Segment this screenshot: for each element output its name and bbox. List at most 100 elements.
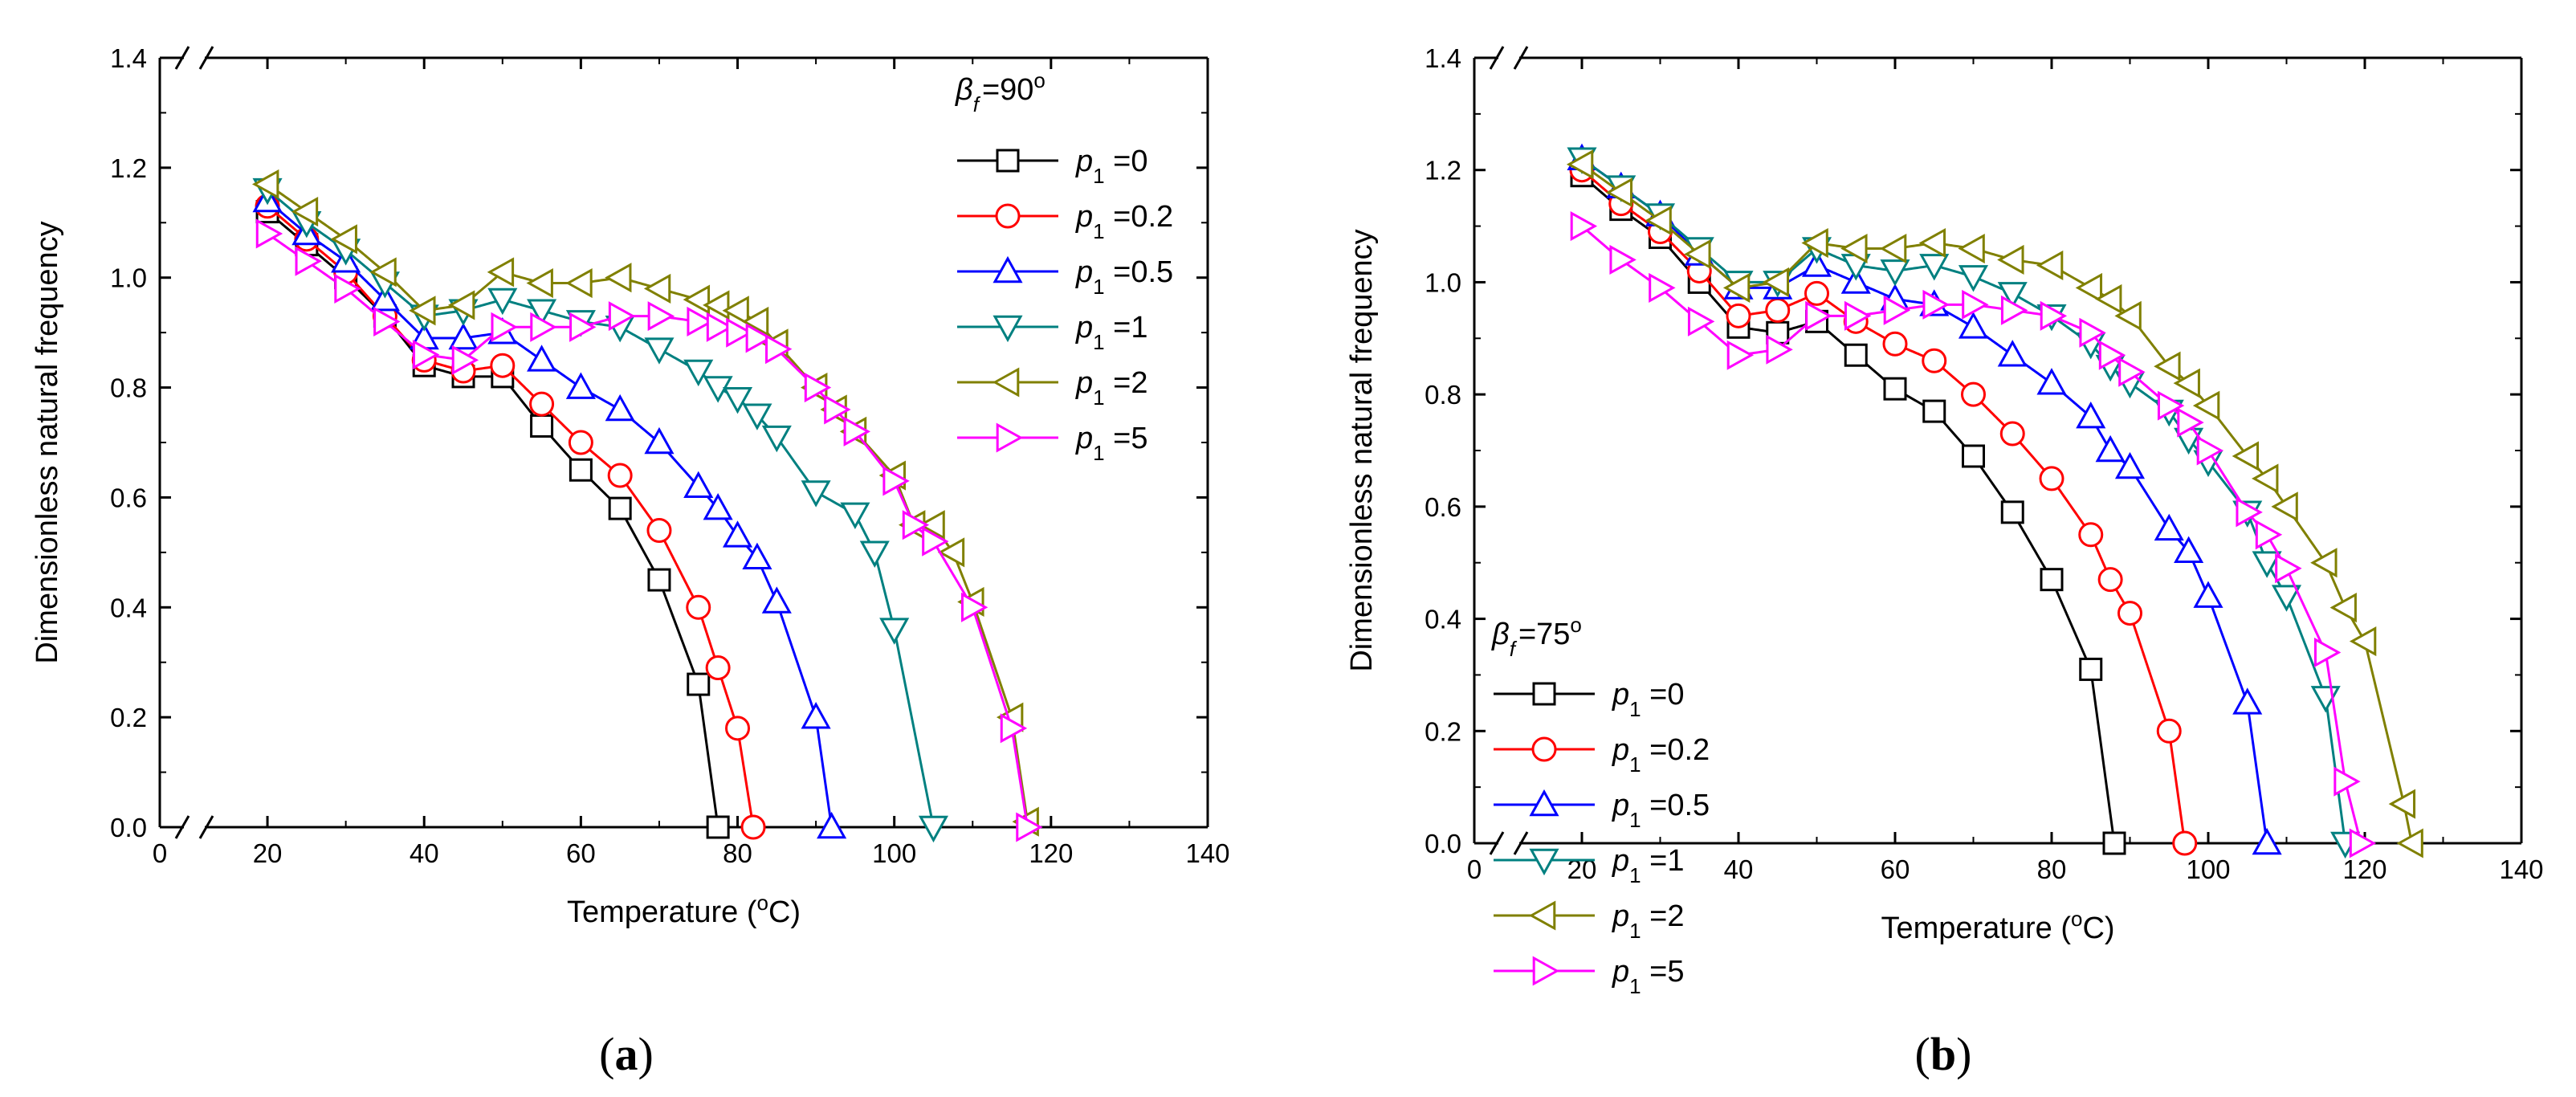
legend-swatch-marker bbox=[1532, 682, 1556, 706]
series-2-point bbox=[2076, 401, 2106, 429]
series-5-point bbox=[765, 334, 793, 365]
legend-label-value: =0.2 bbox=[1105, 200, 1174, 234]
series-1-point bbox=[568, 430, 593, 455]
series-2-point bbox=[2174, 536, 2204, 564]
x-tick-label: 40 bbox=[410, 838, 439, 868]
series-4-point bbox=[1840, 233, 1868, 264]
series-4-point bbox=[1918, 227, 1946, 259]
series-4-point bbox=[369, 257, 397, 288]
y-tick-label: 0.0 bbox=[110, 813, 147, 842]
series-2-point bbox=[644, 426, 675, 455]
series-0-point bbox=[530, 414, 554, 438]
series-1-point bbox=[1804, 280, 1829, 306]
x-tick-label: 100 bbox=[872, 838, 916, 868]
panel-caption-letter: a bbox=[615, 1028, 638, 1080]
legend-entry: p1 =5 bbox=[1494, 955, 1685, 998]
series-5-point bbox=[1570, 211, 1598, 242]
series-5-point bbox=[530, 312, 557, 342]
series-3-point bbox=[859, 540, 890, 568]
series-5-point bbox=[412, 339, 440, 370]
legend-entry: p1 =0.2 bbox=[1494, 733, 1710, 777]
series-0-point bbox=[647, 568, 671, 592]
legend-label: p1 =0.5 bbox=[1612, 789, 1710, 832]
legend-label: p1 =0.5 bbox=[1075, 255, 1173, 299]
series-5-point bbox=[1609, 244, 1636, 275]
axis-break-mark-top bbox=[1513, 46, 1529, 70]
series-4-point bbox=[2252, 463, 2279, 494]
legend-label-subscript: 1 bbox=[1093, 219, 1104, 243]
series-5-point bbox=[1922, 289, 1950, 320]
series-2-point bbox=[2036, 368, 2067, 395]
y-tick-label: 0.2 bbox=[110, 703, 147, 732]
axis-break-mark-bottom bbox=[1513, 831, 1529, 855]
legend-label-subscript: 1 bbox=[1629, 808, 1641, 832]
series-5-point bbox=[569, 312, 597, 342]
legend-entry: p1 =0.5 bbox=[957, 255, 1173, 299]
series-4-point bbox=[1645, 206, 1672, 236]
chart-panel-b: 0.00.20.40.60.81.01.21.40 20 40 60 80 100 120 1… bbox=[1345, 43, 2544, 1080]
series-5-point bbox=[334, 273, 361, 304]
series-2-point bbox=[2193, 581, 2223, 608]
legend-label-symbol: p bbox=[1075, 255, 1093, 289]
series-0-point bbox=[1844, 343, 1868, 367]
series-5-point bbox=[451, 345, 479, 375]
series-5-point bbox=[2255, 520, 2283, 550]
series-2-point bbox=[722, 520, 753, 548]
legend-entry: p1 =1 bbox=[957, 311, 1148, 354]
legend-label-symbol: p bbox=[1612, 955, 1629, 989]
legend-label-subscript: 1 bbox=[1093, 330, 1104, 354]
series-1-point bbox=[2156, 718, 2182, 744]
x-ticks: 0 20 40 60 80 100 120 140 bbox=[153, 58, 1230, 868]
legend-label-symbol: p bbox=[1075, 311, 1093, 345]
y-ticks: 0.0 0.2 0.4 0.6 0.8 1.0 1.2 1.4 bbox=[1425, 43, 2521, 858]
axis-break-mark-bottom bbox=[1489, 831, 1505, 855]
chart-panel-a: 0.0 0.2 0.4 0.6 0.8 1.0 1.2 1.4 0 20 40 60 80 100 120 1… bbox=[31, 43, 1230, 1080]
series-4-point bbox=[2396, 828, 2423, 858]
series-5-point bbox=[960, 592, 988, 622]
legend-label-symbol: p bbox=[1612, 678, 1629, 712]
panel-caption-letter: b bbox=[1930, 1028, 1956, 1080]
series-2-point bbox=[2252, 827, 2282, 855]
series-4-point bbox=[291, 197, 319, 227]
series-1-point bbox=[1882, 331, 1908, 357]
series-1-point bbox=[529, 391, 555, 417]
series-4-point bbox=[1879, 233, 1907, 264]
x-axis-title-text: Temperature ( bbox=[1881, 911, 2071, 945]
series-3-point bbox=[1958, 265, 1989, 292]
y-tick-label: 1.2 bbox=[1425, 156, 1461, 186]
legend-label-symbol: p bbox=[1612, 844, 1629, 878]
series-5-point bbox=[1883, 295, 1911, 325]
series-5-point bbox=[745, 323, 773, 353]
y-tick-label: 0.8 bbox=[110, 373, 147, 403]
series-3-point bbox=[1880, 259, 1910, 287]
x-ticks: 0 20 40 60 80 100 120 140 bbox=[1467, 58, 2544, 884]
series-5-point bbox=[726, 317, 753, 348]
series-4-point bbox=[2232, 441, 2260, 471]
series-4-point bbox=[2036, 250, 2064, 281]
y-ticks: 0.0 0.2 0.4 0.6 0.8 1.0 1.2 1.4 bbox=[110, 43, 1208, 842]
panel-caption-open: ( bbox=[1915, 1028, 1930, 1080]
series-5-point bbox=[922, 526, 949, 557]
series-1-point bbox=[2097, 567, 2123, 593]
series-5-point bbox=[843, 416, 870, 447]
legend-label-subscript: 1 bbox=[1629, 919, 1641, 943]
legend-title-symbol: β bbox=[955, 73, 973, 107]
axis-break-mark-top bbox=[1489, 46, 1505, 70]
x-axis-title: Temperature (oC) bbox=[567, 891, 801, 929]
series-2-point bbox=[801, 702, 831, 729]
series-4-point bbox=[918, 510, 945, 540]
series-4-point bbox=[2349, 626, 2377, 657]
series-1-point bbox=[1999, 421, 2025, 447]
x-tick-label: 60 bbox=[566, 838, 596, 868]
series-3-point bbox=[2252, 551, 2282, 578]
series-4-point bbox=[2114, 300, 2142, 331]
series-3-point bbox=[527, 299, 557, 326]
series-5-point bbox=[2040, 300, 2068, 331]
series-5-point bbox=[647, 301, 675, 332]
series-3-point bbox=[918, 815, 949, 843]
series-2-point bbox=[2114, 451, 2146, 479]
legend-label-value: =0 bbox=[1641, 678, 1685, 712]
series-4-point bbox=[2075, 272, 2103, 303]
